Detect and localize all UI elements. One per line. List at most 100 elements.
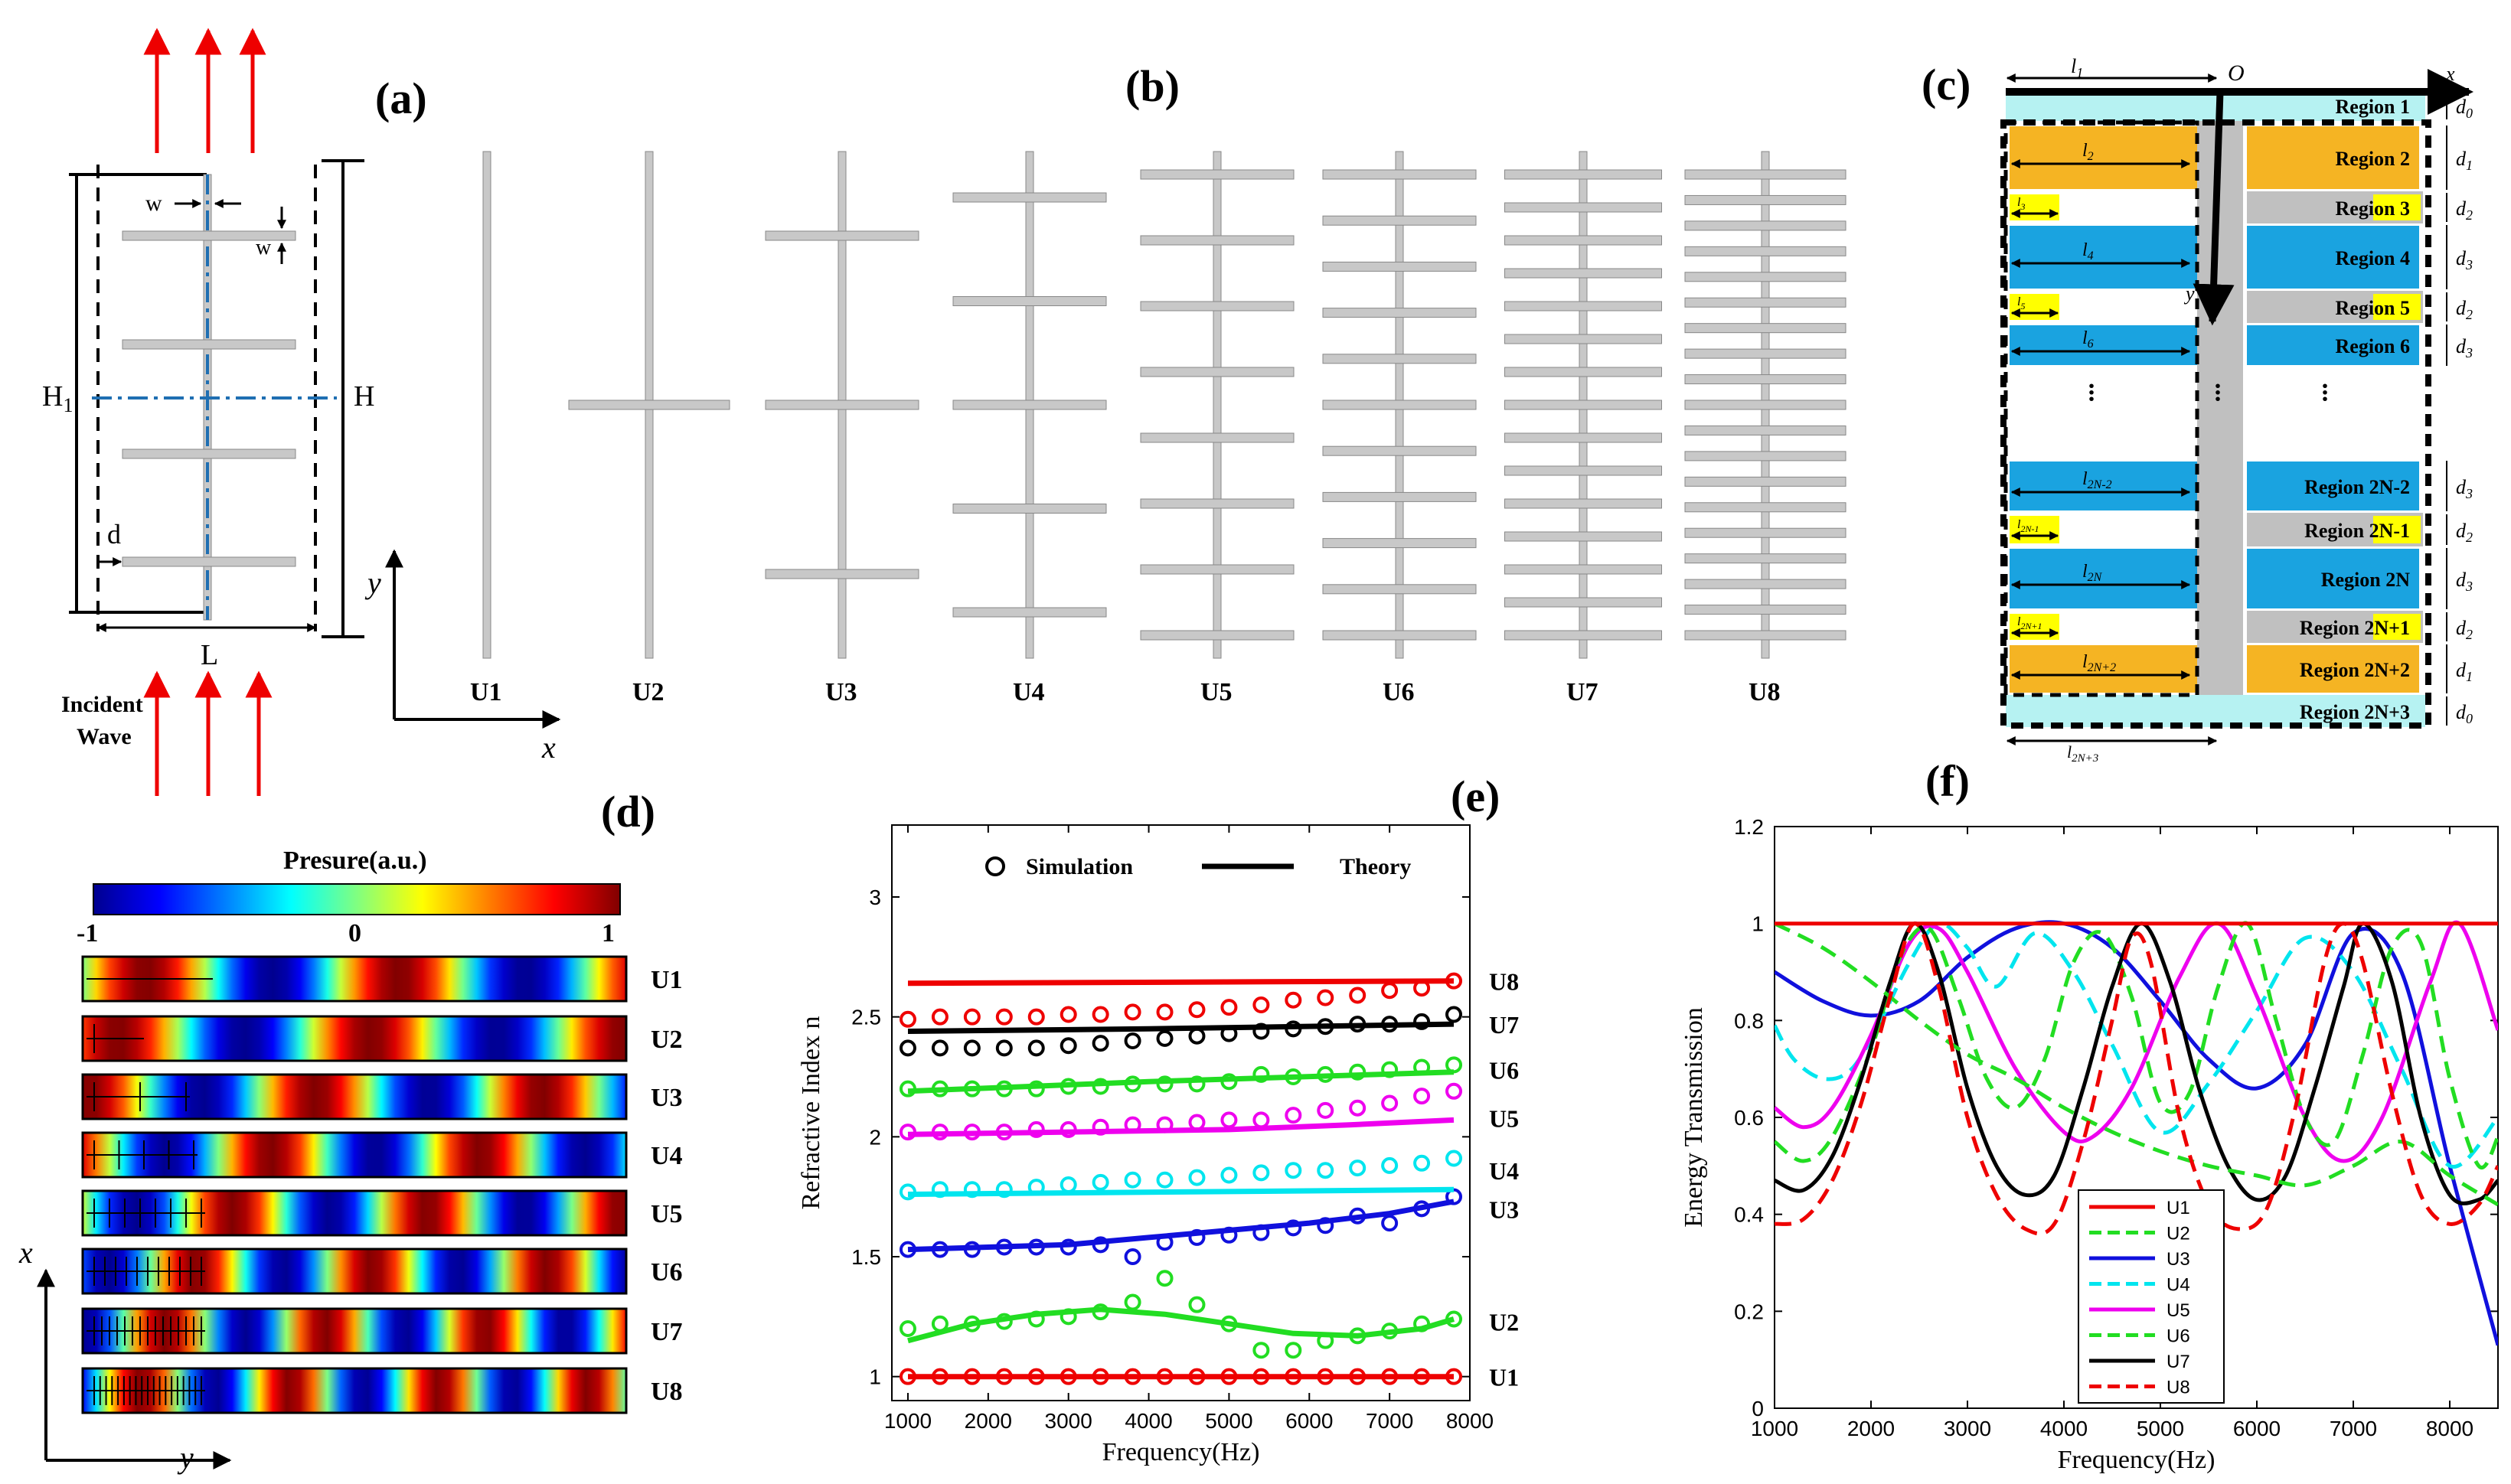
rib	[122, 230, 296, 241]
sim-point	[931, 1315, 949, 1332]
w-side-label: w	[256, 236, 272, 259]
series-u3	[1775, 920, 2498, 1346]
x-axis-title: Frequency(Hz)	[1102, 1438, 1260, 1466]
axis-x-label: x	[2445, 63, 2455, 85]
sim-point	[1092, 1118, 1109, 1136]
sim-point	[963, 1080, 981, 1098]
y-axis-title: Refractive Index n	[797, 1016, 825, 1210]
plot-area	[891, 824, 1471, 1401]
y-tick-label: 0.6	[1734, 1106, 1764, 1130]
rib	[1684, 476, 1847, 487]
region-thickness: d1	[2456, 148, 2473, 173]
sim-point	[1349, 1327, 1367, 1345]
region-length-label: l2N-1	[2017, 518, 2039, 534]
y-tick-label: 1.2	[1734, 815, 1764, 839]
sim-point	[931, 1080, 949, 1098]
region-block-right	[2247, 645, 2419, 693]
colorbar-tick: 0	[348, 919, 361, 947]
region-label: Region 2	[2336, 148, 2411, 170]
y-tick-label: 2.5	[851, 1006, 881, 1029]
sim-point	[1349, 1099, 1367, 1117]
panel-e: (e) 1000 2000 3000 4000 5000 6000 7000 8000 1 1.5…	[797, 771, 1519, 1466]
sim-point	[1124, 1032, 1141, 1049]
y-tick-label: 1.5	[851, 1245, 881, 1269]
panel-b: (b) y x U1 U2 U3 U4 U5 U6 U7 U8	[364, 61, 1847, 765]
x-tick-label: 1000	[1751, 1417, 1798, 1440]
y-tick-label: 0	[1752, 1397, 1764, 1420]
sim-point	[995, 1008, 1013, 1026]
region-block-left	[2010, 226, 2197, 289]
rib	[1322, 538, 1477, 549]
legend-label: U1	[2167, 1198, 2190, 1218]
sim-point	[1285, 1219, 1302, 1237]
unit-cell-u4: U4	[952, 151, 1107, 706]
rib	[122, 556, 296, 567]
sim-point	[1413, 1013, 1431, 1030]
rib	[952, 504, 1107, 514]
region-block-right	[2247, 549, 2419, 608]
panel-a: (a) H1 H w w	[42, 28, 427, 796]
sim-point	[1188, 1027, 1206, 1045]
region-block-left	[2010, 645, 2197, 693]
sim-point	[1349, 1207, 1367, 1225]
colorbar-title: Presure(a.u.)	[283, 846, 427, 875]
field-row-label: U7	[651, 1318, 683, 1346]
rib	[1322, 584, 1477, 595]
sim-point	[1124, 1171, 1141, 1189]
core-stem	[2197, 90, 2243, 726]
x-tick-label: 1000	[884, 1409, 932, 1433]
sim-point	[1317, 1332, 1334, 1349]
l-label: L	[201, 639, 218, 671]
region-label: Region 2N+2	[2300, 659, 2410, 681]
sim-point	[1285, 1020, 1302, 1038]
y-tick-label: 2	[869, 1125, 881, 1149]
rib	[1140, 367, 1295, 377]
x-tick-label: 3000	[1045, 1409, 1092, 1433]
rib	[1504, 367, 1662, 377]
region-thickness: d2	[2456, 297, 2473, 322]
rib	[1504, 268, 1662, 279]
sim-point	[1252, 1111, 1270, 1129]
x-tick-label: 6000	[2233, 1417, 2281, 1440]
rib	[1504, 334, 1662, 344]
series-u5	[899, 1082, 1463, 1141]
h1-label: H1	[42, 380, 73, 416]
x-axis-title: Frequency(Hz)	[2058, 1446, 2215, 1474]
sim-point	[1092, 1078, 1109, 1095]
region-row: Region 5 d2 l5	[2010, 291, 2473, 323]
sim-point	[1445, 972, 1463, 990]
field-row-u5: U5	[81, 1189, 683, 1237]
rib	[1684, 553, 1847, 564]
sim-point	[1317, 1162, 1334, 1179]
region-frame	[2000, 119, 2431, 729]
field-row-u4: U4	[81, 1131, 683, 1179]
sim-point	[1285, 1162, 1302, 1179]
sim-point	[1060, 1037, 1077, 1055]
sim-point	[995, 1080, 1013, 1098]
rib	[1684, 297, 1847, 308]
rib	[1322, 491, 1477, 502]
sim-point	[1413, 1315, 1431, 1332]
field-row-u3: U3	[81, 1073, 683, 1120]
d-axis-y-label: y	[177, 1440, 194, 1475]
sim-point	[1188, 1368, 1206, 1385]
field-row-label: U3	[651, 1084, 683, 1112]
unit-cells: U1 U2 U3 U4 U5 U6 U7 U8	[470, 151, 1847, 706]
sim-point	[1317, 1018, 1334, 1036]
sim-point	[1285, 1068, 1302, 1085]
rib	[1504, 169, 1662, 180]
rib	[1322, 308, 1477, 318]
sim-point	[1445, 1368, 1463, 1385]
region-slit	[2373, 516, 2421, 543]
legend-label: U5	[2167, 1300, 2190, 1321]
sim-point	[1220, 1166, 1238, 1184]
rib	[1684, 630, 1847, 641]
region-block-right	[2247, 462, 2419, 510]
region-row: Region 2 d1 l2	[2010, 126, 2473, 190]
sim-point	[1413, 1088, 1431, 1105]
sim-point	[1027, 1238, 1045, 1256]
region-row: Region 2N+1 d2 l2N+1	[2010, 611, 2473, 643]
series-u8	[1775, 921, 2498, 1236]
sim-point	[963, 1181, 981, 1199]
